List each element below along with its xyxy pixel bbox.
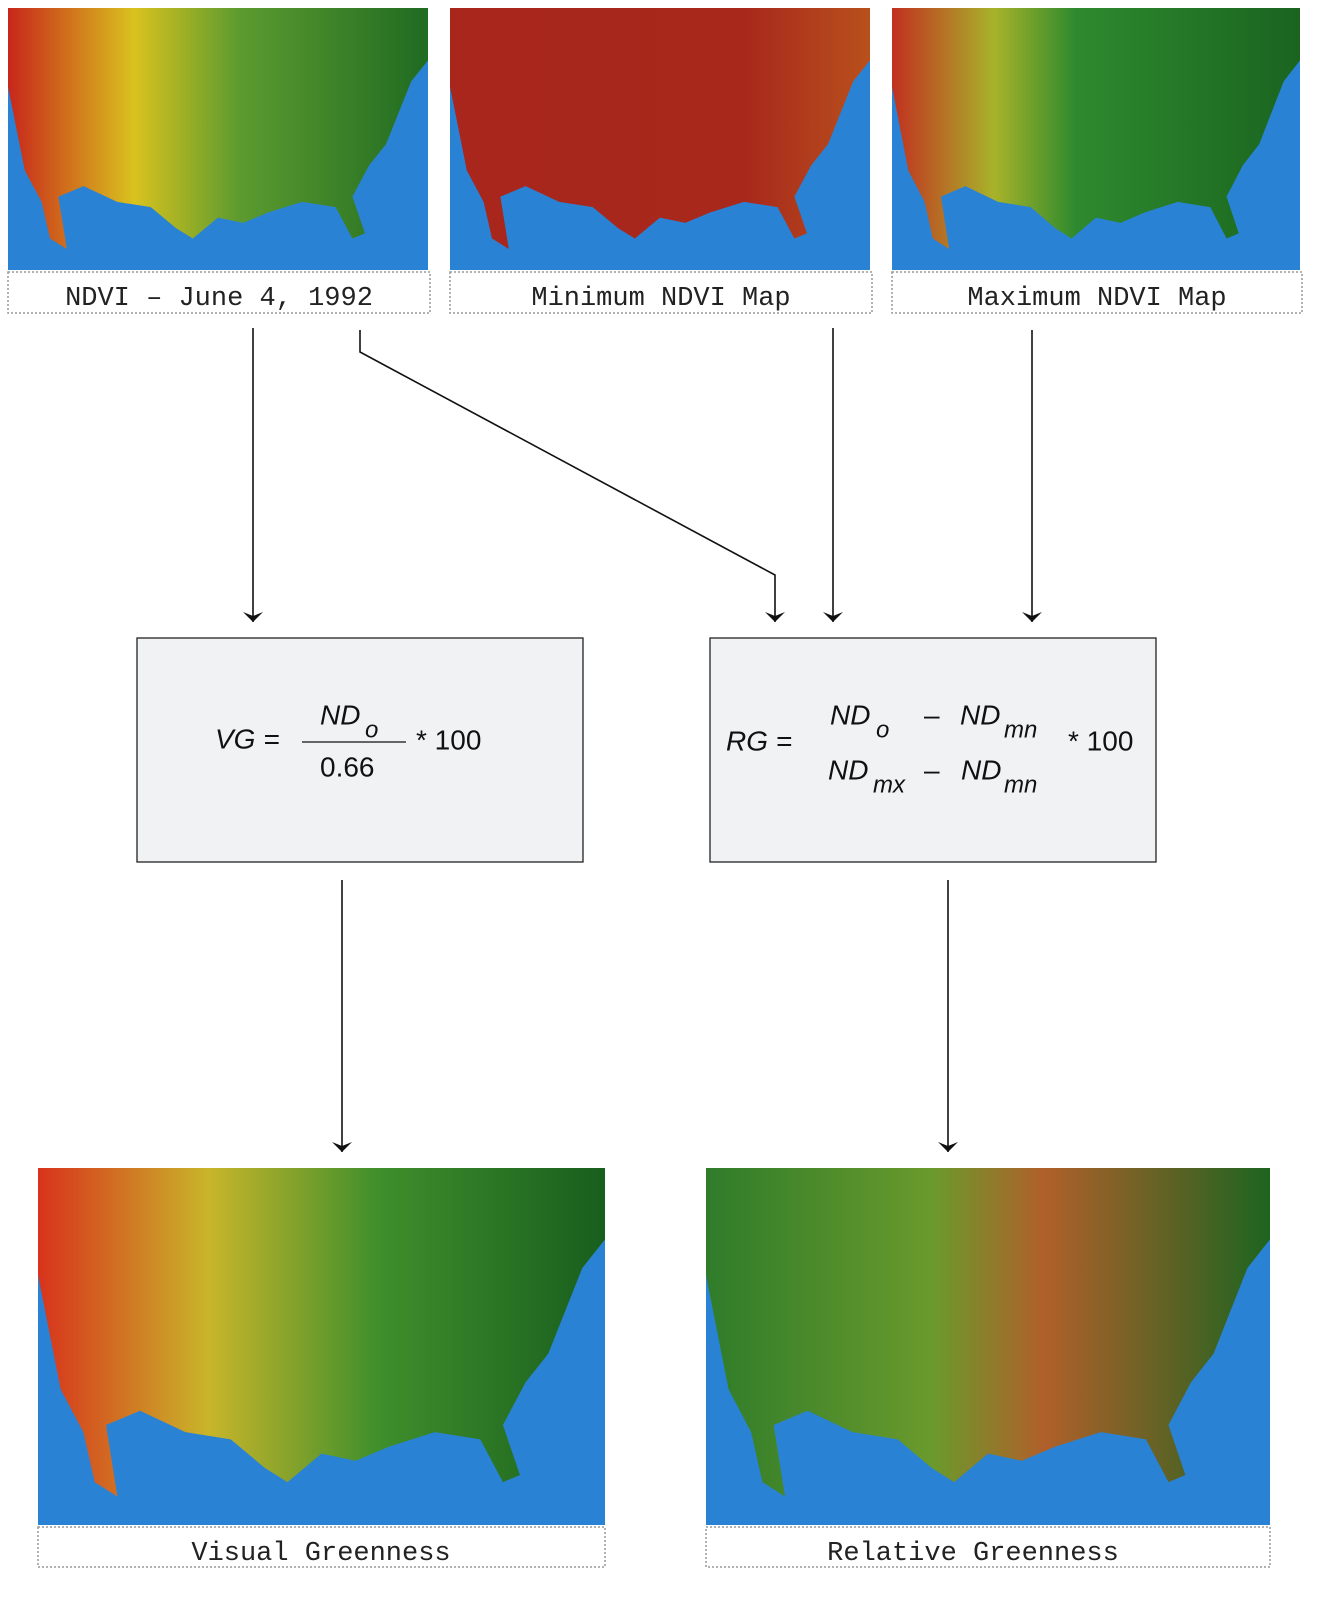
formula-subscript: o xyxy=(876,716,889,743)
map-min-ndvi: Minimum NDVI Map xyxy=(449,8,873,314)
map-relative-greenness: Relative Greenness xyxy=(705,1168,1271,1569)
formula-factor: * 100 xyxy=(416,724,481,755)
formula-factor: * 100 xyxy=(1068,725,1133,756)
formula-term: ND xyxy=(320,699,360,730)
formula-lhs: VG = xyxy=(215,723,280,754)
formula-subscript: mx xyxy=(873,771,906,798)
formula-subscript: mn xyxy=(1004,771,1037,798)
formula-operator: – xyxy=(924,699,940,730)
map-ndvi: NDVI – June 4, 1992 xyxy=(7,8,431,314)
formula-term: ND xyxy=(960,699,1000,730)
arrow xyxy=(359,330,785,622)
formula-lhs: RG = xyxy=(726,725,792,756)
map-caption: Maximum NDVI Map xyxy=(967,284,1226,314)
formula-term: ND xyxy=(961,754,1001,785)
formula-operator: – xyxy=(924,754,940,785)
formula-subscript: o xyxy=(365,716,378,743)
formula-subscript: mn xyxy=(1004,716,1037,743)
formula-term: ND xyxy=(830,699,870,730)
rg-formula: RG = ND o – ND mn ND mx – ND mn * 100 xyxy=(709,637,1157,863)
map-caption: Relative Greenness xyxy=(827,1539,1119,1569)
map-visual-greenness: Visual Greenness xyxy=(37,1168,606,1569)
map-caption: NDVI – June 4, 1992 xyxy=(65,284,373,314)
map-max-ndvi: Maximum NDVI Map xyxy=(891,8,1303,314)
map-caption: Visual Greenness xyxy=(191,1539,450,1569)
vg-formula: VG = ND o 0.66 * 100 xyxy=(136,637,584,863)
map-caption: Minimum NDVI Map xyxy=(531,284,790,314)
formula-denominator: 0.66 xyxy=(320,751,375,782)
formula-term: ND xyxy=(828,754,868,785)
